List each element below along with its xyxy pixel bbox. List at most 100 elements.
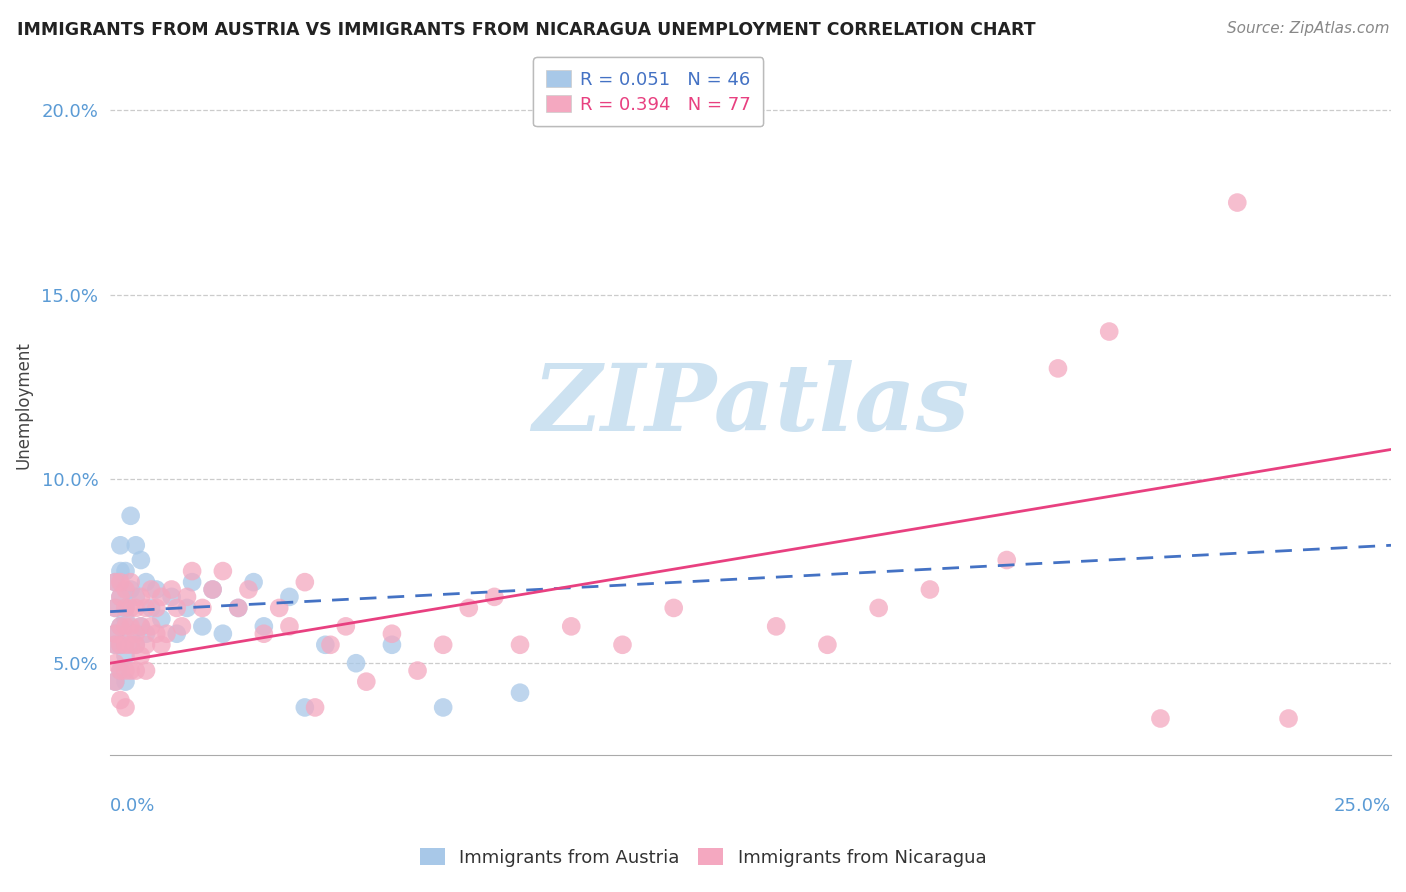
- Point: [110, 575, 132, 590]
- Point: [125, 664, 148, 678]
- Point: [1149, 711, 1171, 725]
- Point: [104, 638, 127, 652]
- Point: [129, 619, 152, 633]
- Point: [278, 619, 301, 633]
- Point: [120, 619, 142, 633]
- Point: [191, 619, 214, 633]
- Text: IMMIGRANTS FROM AUSTRIA VS IMMIGRANTS FROM NICARAGUA UNEMPLOYMENT CORRELATION CH: IMMIGRANTS FROM AUSTRIA VS IMMIGRANTS FR…: [17, 21, 1035, 38]
- Point: [1277, 711, 1299, 725]
- Point: [166, 626, 188, 640]
- Point: [110, 619, 132, 633]
- Point: [125, 538, 148, 552]
- Point: [212, 564, 235, 578]
- Point: [150, 590, 173, 604]
- Point: [155, 626, 177, 640]
- Point: [104, 575, 127, 590]
- Point: [509, 638, 531, 652]
- Point: [344, 657, 367, 671]
- Point: [120, 575, 142, 590]
- Point: [139, 619, 162, 633]
- Point: [381, 626, 404, 640]
- Point: [432, 700, 454, 714]
- Point: [226, 601, 249, 615]
- Point: [104, 601, 127, 615]
- Point: [509, 686, 531, 700]
- Point: [120, 664, 142, 678]
- Point: [238, 582, 260, 597]
- Point: [125, 590, 148, 604]
- Point: [304, 700, 326, 714]
- Point: [110, 619, 132, 633]
- Point: [110, 538, 132, 552]
- Point: [253, 619, 276, 633]
- Point: [135, 626, 157, 640]
- Point: [104, 626, 127, 640]
- Point: [995, 553, 1018, 567]
- Point: [104, 575, 127, 590]
- Point: [815, 638, 838, 652]
- Point: [114, 582, 136, 597]
- Point: [381, 638, 404, 652]
- Point: [560, 619, 582, 633]
- Point: [129, 590, 152, 604]
- Point: [212, 626, 235, 640]
- Point: [150, 638, 173, 652]
- Point: [145, 601, 167, 615]
- Point: [1046, 361, 1069, 376]
- Point: [201, 582, 224, 597]
- Point: [114, 564, 136, 578]
- Point: [110, 664, 132, 678]
- Point: [181, 564, 204, 578]
- Point: [314, 638, 336, 652]
- Point: [176, 601, 198, 615]
- Point: [120, 582, 142, 597]
- Point: [612, 638, 634, 652]
- Text: ZIPatlas: ZIPatlas: [531, 360, 969, 450]
- Point: [166, 601, 188, 615]
- Point: [918, 582, 941, 597]
- Point: [765, 619, 787, 633]
- Point: [120, 601, 142, 615]
- Point: [114, 601, 136, 615]
- Text: Source: ZipAtlas.com: Source: ZipAtlas.com: [1226, 21, 1389, 36]
- Point: [294, 575, 316, 590]
- Point: [129, 553, 152, 567]
- Point: [160, 582, 183, 597]
- Point: [662, 601, 685, 615]
- Point: [120, 508, 142, 523]
- Point: [135, 638, 157, 652]
- Legend: R = 0.051   N = 46, R = 0.394   N = 77: R = 0.051 N = 46, R = 0.394 N = 77: [533, 57, 763, 127]
- Point: [110, 564, 132, 578]
- Point: [356, 674, 378, 689]
- Point: [104, 638, 127, 652]
- Text: 0.0%: 0.0%: [110, 797, 156, 815]
- Point: [110, 664, 132, 678]
- Point: [150, 612, 173, 626]
- Point: [129, 648, 152, 663]
- Point: [135, 601, 157, 615]
- Point: [145, 582, 167, 597]
- Point: [135, 575, 157, 590]
- Point: [114, 638, 136, 652]
- Point: [120, 638, 142, 652]
- Point: [201, 582, 224, 597]
- Point: [139, 601, 162, 615]
- Point: [170, 619, 193, 633]
- Point: [129, 619, 152, 633]
- Point: [104, 601, 127, 615]
- Point: [125, 601, 148, 615]
- Point: [114, 648, 136, 663]
- Point: [114, 700, 136, 714]
- Point: [176, 590, 198, 604]
- Point: [294, 700, 316, 714]
- Point: [125, 638, 148, 652]
- Point: [110, 693, 132, 707]
- Point: [104, 674, 127, 689]
- Point: [104, 674, 127, 689]
- Point: [1098, 325, 1121, 339]
- Point: [868, 601, 890, 615]
- Point: [110, 590, 132, 604]
- Point: [120, 626, 142, 640]
- Point: [335, 619, 357, 633]
- Point: [125, 638, 148, 652]
